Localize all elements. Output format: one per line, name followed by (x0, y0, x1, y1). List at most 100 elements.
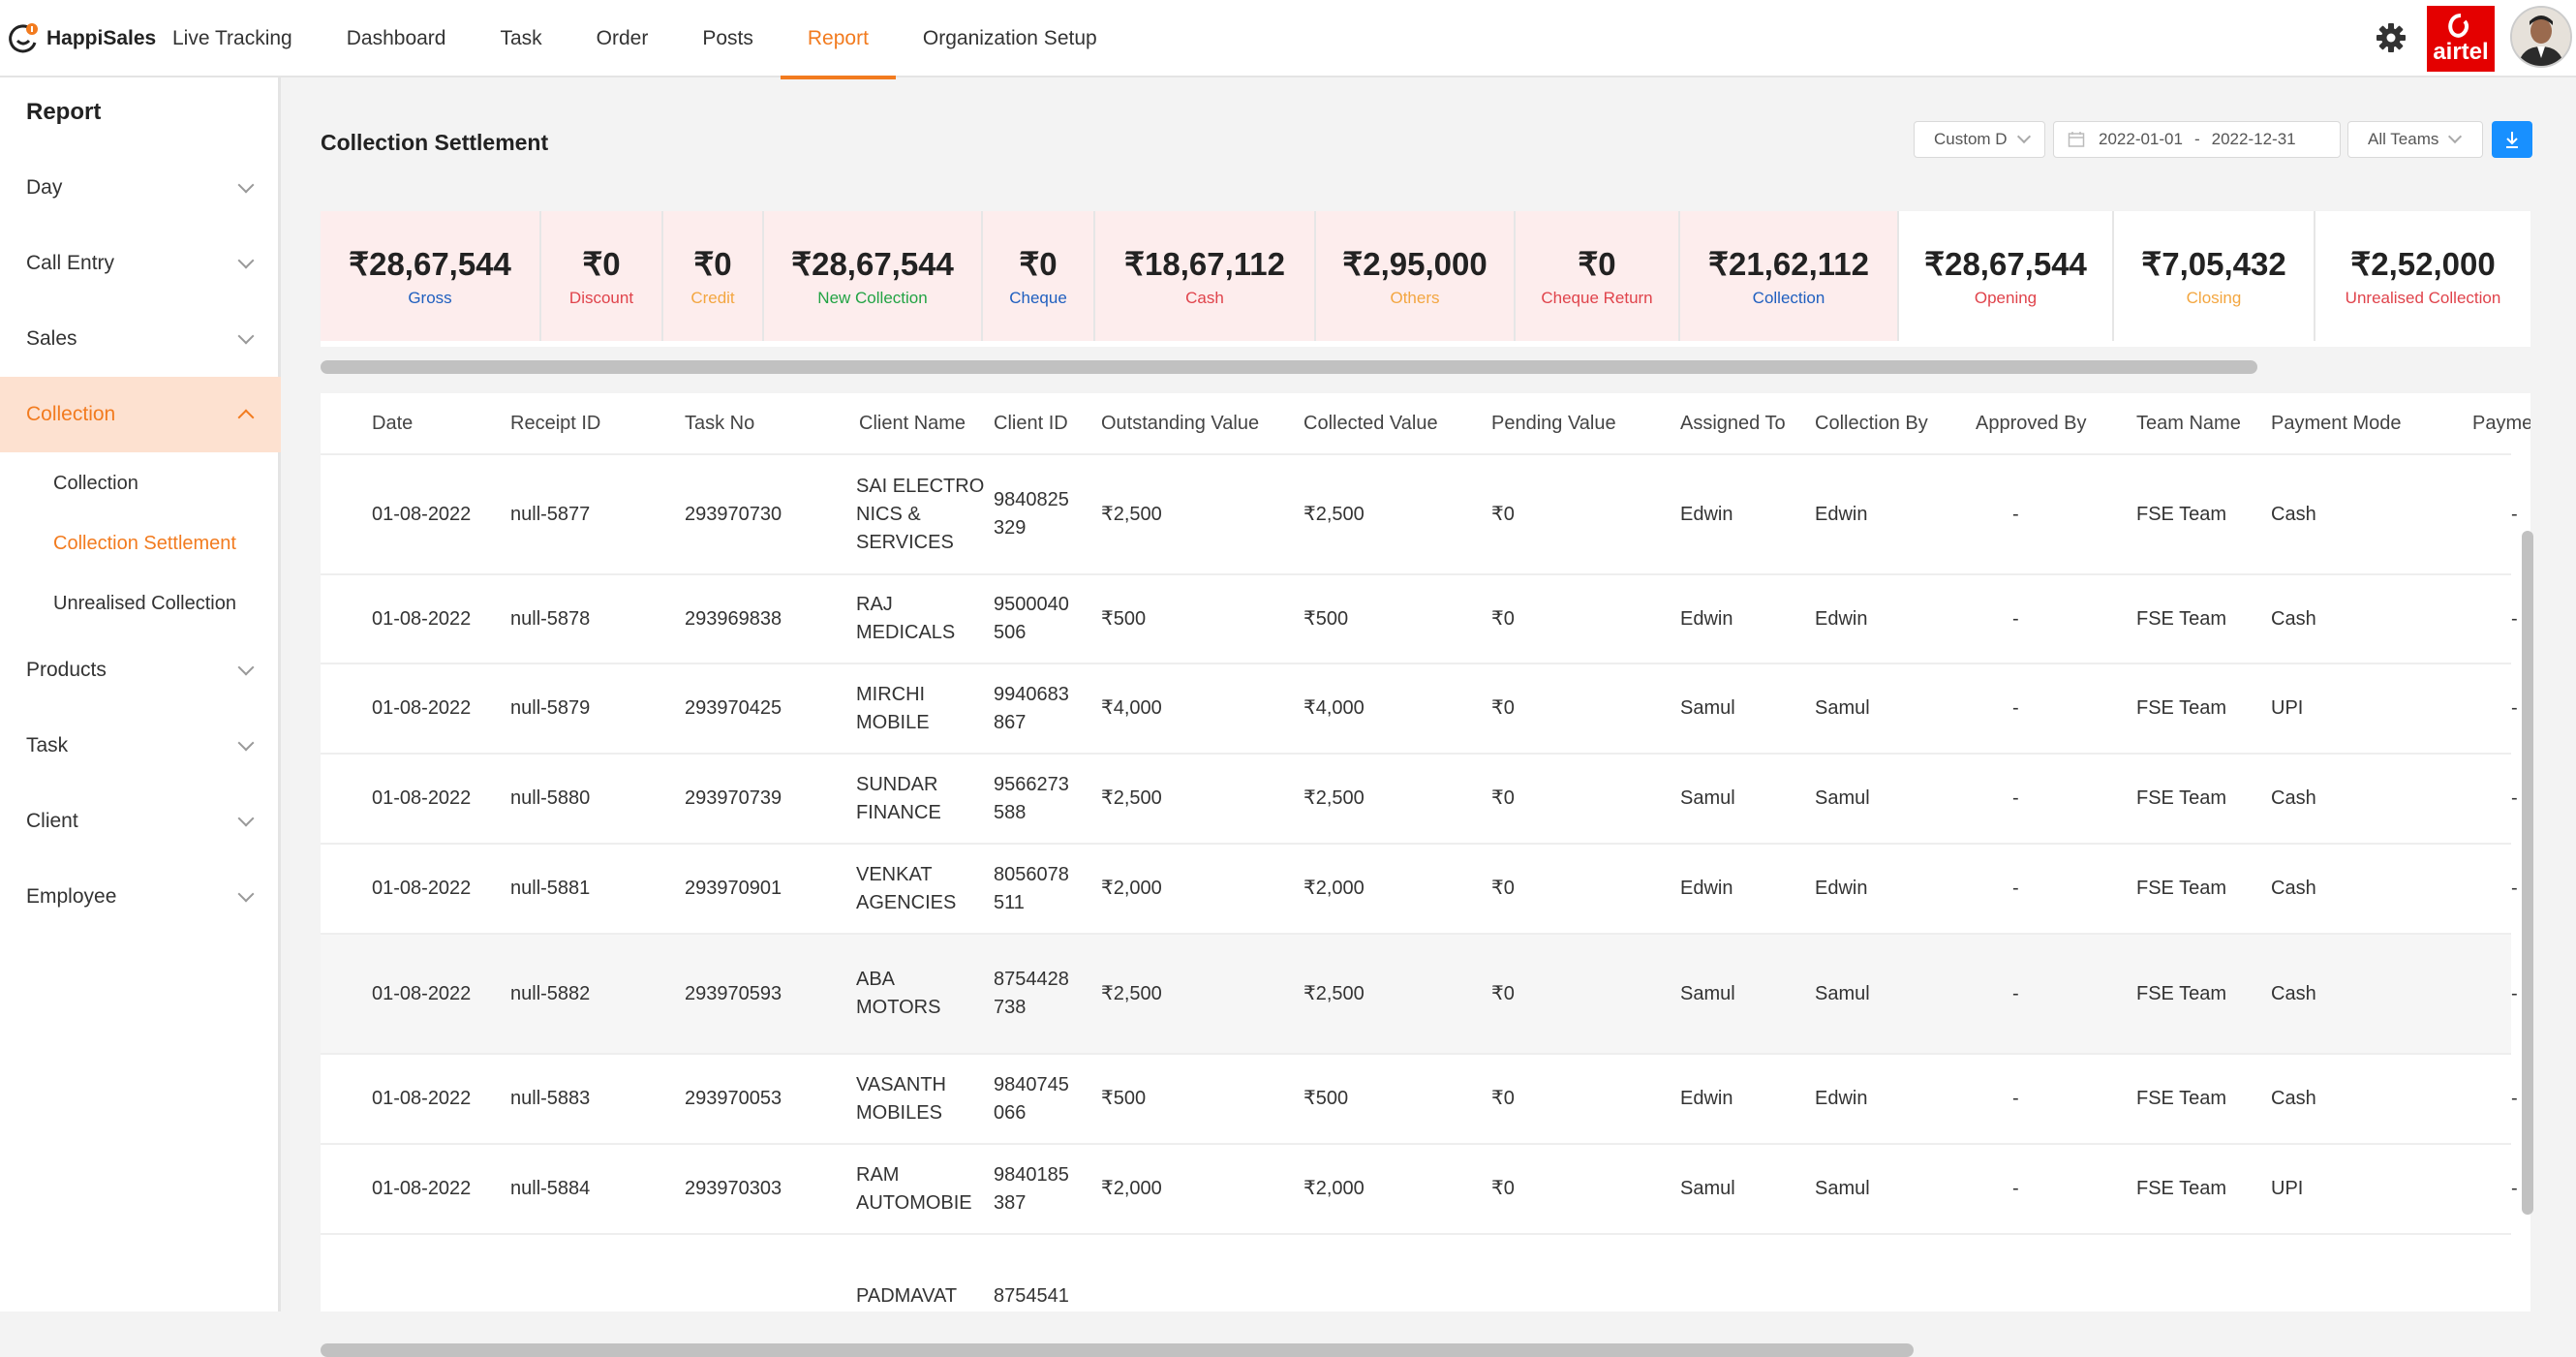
date-range-picker[interactable]: 2022-01-01 - 2022-12-31 (2053, 121, 2341, 158)
date-from[interactable]: 2022-01-01 (2099, 130, 2183, 148)
sidebar-item-call-entry[interactable]: Call Entry (0, 226, 281, 301)
col-header-team-name[interactable]: Team Name (2136, 412, 2241, 434)
download-button[interactable] (2492, 121, 2532, 158)
table-row[interactable]: 01-08-2022 null-5883 293970053 VASANTH MOBIL… (321, 1055, 2518, 1145)
row-client-id: 9566273 588 (994, 755, 1069, 843)
row-payme: - (2511, 1088, 2518, 1109)
table-row[interactable]: 01-08-2022 null-5882 293970593 ABA MOTORS 875… (321, 935, 2518, 1055)
table-row[interactable]: 01-08-2022 null-5880 293970739 SUNDAR FINANC… (321, 755, 2518, 845)
row-task-no: 293970425 (685, 697, 782, 719)
row-payment-mode: UPI (2271, 697, 2304, 719)
header-divider (321, 453, 2511, 455)
table-row[interactable]: PADMAVAT 8754541 (321, 1235, 2511, 1311)
col-header-payment-mode[interactable]: Payment Mode (2271, 412, 2402, 434)
row-collected-value: ₹500 (1303, 1088, 1349, 1109)
main-content: Collection Settlement Custom D 2022-01-0… (284, 77, 2576, 1357)
cell-line: MIRCHI (856, 683, 926, 705)
row-task-no: 293969838 (685, 607, 782, 630)
col-header-task-no[interactable]: Task No (685, 412, 755, 434)
sidebar-item-day[interactable]: Day (0, 150, 281, 226)
row-client-name: RAJ MEDICALS (856, 575, 955, 663)
sidebar-item-sales[interactable]: Sales (0, 301, 281, 377)
table-vertical-scrollbar[interactable] (2522, 531, 2533, 1215)
nav-dashboard[interactable]: Dashboard (346, 27, 446, 49)
table-horizontal-scrollbar[interactable] (321, 1343, 1914, 1357)
card-divider (1093, 211, 1095, 341)
gear-icon[interactable] (2375, 21, 2407, 54)
nav-organization-setup[interactable]: Organization Setup (922, 27, 1097, 49)
sidebar-item-label: Client (26, 810, 78, 832)
nav-live-tracking[interactable]: Live Tracking (172, 27, 292, 49)
row-approved-by: - (2012, 697, 2019, 719)
row-client-name: ABA MOTORS (856, 935, 940, 1053)
sidebar-item-label: Collection (26, 403, 116, 425)
team-select-value: All Teams (2368, 130, 2439, 148)
row-approved-by: - (2012, 787, 2019, 809)
col-header-receipt-id[interactable]: Receipt ID (510, 412, 601, 434)
sidebar-item-employee[interactable]: Employee (0, 859, 281, 935)
sidebar-item-label: Call Entry (26, 252, 115, 274)
table-row[interactable]: 01-08-2022 null-5881 293970901 VENKAT AGENCI… (321, 845, 2518, 935)
nav-posts[interactable]: Posts (702, 27, 753, 49)
row-collected-value: ₹2,500 (1303, 787, 1365, 809)
cell-line: AGENCIES (856, 891, 957, 913)
row-collection-by: Edwin (1815, 1088, 1868, 1109)
row-payment-mode: Cash (2271, 1088, 2316, 1109)
summary-value: ₹2,52,000 (2350, 245, 2496, 282)
summary-horizontal-scrollbar[interactable] (321, 360, 2257, 374)
col-header-collected-value[interactable]: Collected Value (1303, 412, 1438, 434)
col-header-collection-by[interactable]: Collection By (1815, 412, 1928, 434)
row-team-name: FSE Team (2136, 503, 2226, 525)
cell-line: 9566273 (994, 773, 1069, 795)
sidebar-item-label: Sales (26, 327, 77, 350)
brand-logo[interactable]: HappiSales (6, 19, 156, 58)
nav-task[interactable]: Task (500, 27, 542, 49)
user-avatar[interactable] (2510, 6, 2572, 68)
col-header-date[interactable]: Date (372, 412, 414, 434)
range-select[interactable]: Custom D (1914, 121, 2045, 158)
table-row[interactable]: 01-08-2022 null-5879 293970425 MIRCHI MOBILE… (321, 664, 2518, 755)
sidebar-item-task[interactable]: Task (0, 708, 281, 784)
summary-label: Closing (2186, 288, 2242, 307)
col-header-pending-value[interactable]: Pending Value (1491, 412, 1616, 434)
summary-label: Cash (1185, 288, 1224, 307)
summary-label: Others (1390, 288, 1440, 307)
row-team-name: FSE Team (2136, 982, 2226, 1004)
cell-line: MOBILES (856, 1101, 942, 1124)
card-divider (539, 211, 541, 341)
team-select[interactable]: All Teams (2347, 121, 2483, 158)
row-team-name: FSE Team (2136, 1088, 2226, 1109)
summary-card-gross: ₹28,67,544 Gross (321, 211, 539, 341)
table-row[interactable]: 01-08-2022 null-5877 293970730 SAI ELECTRO N… (321, 455, 2518, 575)
date-to[interactable]: 2022-12-31 (2211, 130, 2296, 148)
col-header-client-name[interactable]: Client Name (859, 412, 966, 434)
sidebar-item-products[interactable]: Products (0, 632, 281, 708)
table-row[interactable]: 01-08-2022 null-5878 293969838 RAJ MEDICALS 9… (321, 575, 2518, 664)
cell-line: 329 (994, 517, 1027, 539)
row-collection-by: Edwin (1815, 503, 1868, 525)
col-header-assigned-to[interactable]: Assigned To (1680, 412, 1786, 434)
cell-line: 506 (994, 622, 1027, 643)
row-team-name: FSE Team (2136, 878, 2226, 899)
summary-card-discount: ₹0 Discount (541, 211, 661, 341)
range-select-value: Custom D (1934, 130, 2008, 148)
col-header-payme[interactable]: Payme (2472, 412, 2530, 434)
sidebar-subitem-unrealised-collection[interactable]: Unrealised Collection (53, 592, 236, 614)
nav-report[interactable]: Report (780, 0, 896, 79)
nav-order[interactable]: Order (596, 27, 649, 49)
sidebar-subitem-collection-settlement[interactable]: Collection Settlement (53, 532, 236, 554)
row-payment-mode: Cash (2271, 787, 2316, 809)
cell-line: PADMAVAT (856, 1285, 958, 1307)
card-divider (1897, 211, 1899, 341)
sidebar-item-collection[interactable]: Collection (0, 377, 281, 452)
table-row[interactable]: 01-08-2022 null-5884 293970303 RAM AUTOMOBIE… (321, 1145, 2518, 1235)
col-header-approved-by[interactable]: Approved By (1976, 412, 2087, 434)
sidebar-item-client[interactable]: Client (0, 784, 281, 859)
sidebar-subitem-collection[interactable]: Collection (53, 472, 138, 494)
cell-line: 9840825 (994, 489, 1069, 510)
col-header-client-id[interactable]: Client ID (994, 412, 1068, 434)
row-collection-by: Samul (1815, 982, 1870, 1004)
summary-card-unrealised-collection: ₹2,52,000 Unrealised Collection (2315, 211, 2530, 341)
card-divider (1514, 211, 1516, 341)
col-header-outstanding-value[interactable]: Outstanding Value (1101, 412, 1260, 434)
